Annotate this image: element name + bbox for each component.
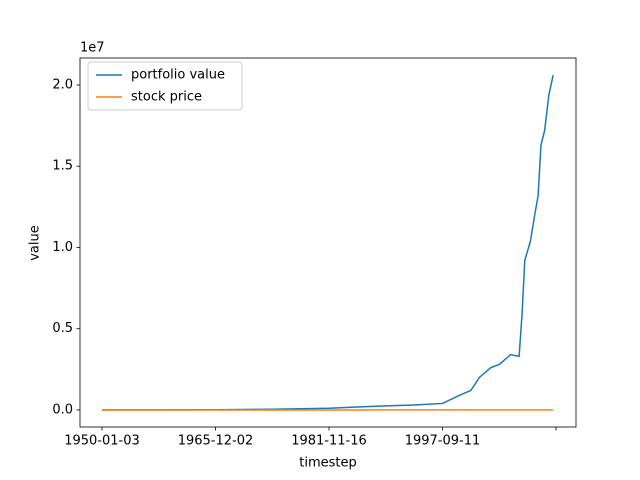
line-series <box>101 75 554 411</box>
x-axis-label: timestep <box>299 456 357 471</box>
legend-label: portfolio value <box>131 68 225 83</box>
x-tick-label: 1981-11-16 <box>291 434 367 449</box>
y-tick-label: 2.0 <box>52 77 73 92</box>
y-tick-label: 1.0 <box>52 240 73 255</box>
legend-box <box>87 61 243 111</box>
plot-frame <box>79 57 577 428</box>
y-tick-label: 0.0 <box>52 402 73 417</box>
x-tick-label: 1965-12-02 <box>178 434 254 449</box>
legend-label: stock price <box>131 90 202 105</box>
y-tick-label: 1.5 <box>52 159 73 174</box>
x-tick-label: 1997-09-11 <box>405 434 481 449</box>
x-tick-label: 1950-01-03 <box>64 434 140 449</box>
y-axis-label: value <box>28 225 43 261</box>
y-tick-label: 0.5 <box>52 321 73 336</box>
y-offset-label: 1e7 <box>80 41 105 56</box>
